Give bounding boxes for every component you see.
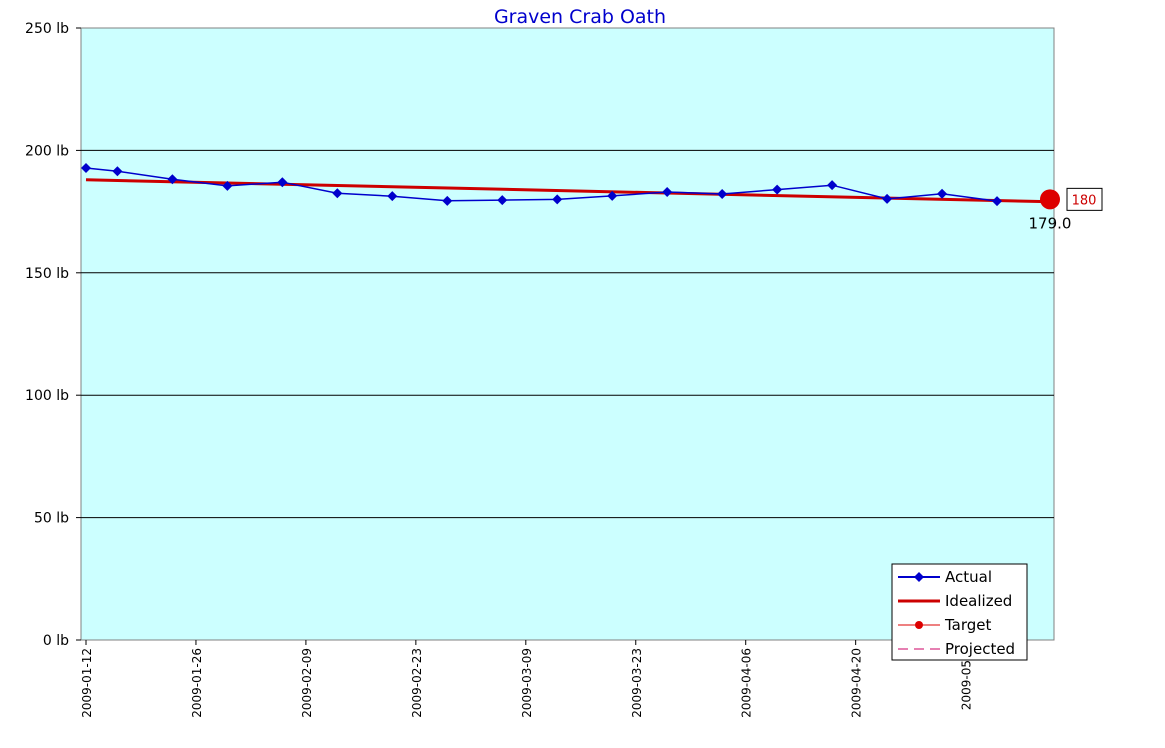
actual-point <box>937 188 948 199</box>
legend-target-marker <box>915 621 923 629</box>
y-tick-label: 100 lb <box>25 388 69 404</box>
actual-point <box>81 163 91 174</box>
actual-point <box>552 194 563 205</box>
plot-area <box>80 27 1055 641</box>
legend-idealized-label: Idealized <box>945 592 1012 610</box>
actual-point <box>992 196 1003 207</box>
actual-point <box>222 180 233 191</box>
x-tick-label: 2009-04-06 <box>740 648 754 718</box>
x-tick-label: 2009-04-20 <box>850 648 864 718</box>
chart-title: Graven Crab Oath <box>493 6 667 28</box>
legend <box>891 563 1028 661</box>
actual-point <box>387 191 398 202</box>
x-tick-label: 2009-01-12 <box>80 648 94 718</box>
target-label-box <box>1066 187 1103 211</box>
actual-point <box>277 177 288 188</box>
y-tick-label: 250 lb <box>25 21 69 37</box>
x-tick-label: 2009-05-0 <box>960 648 974 710</box>
last-value-label: 179.0 <box>1029 214 1072 232</box>
actual-point <box>167 174 178 185</box>
x-tick-label: 2009-02-23 <box>410 648 424 718</box>
actual-point <box>662 187 673 198</box>
y-tick-label: 50 lb <box>34 511 69 527</box>
actual-point <box>607 190 618 201</box>
actual-point <box>332 188 343 199</box>
target-label: 180 <box>1072 193 1097 208</box>
x-tick-label: 2009-01-26 <box>190 648 204 718</box>
legend-projected-label: Projected <box>945 640 1015 658</box>
actual-point <box>772 184 783 195</box>
target-point <box>1040 189 1060 210</box>
y-tick-label: 200 lb <box>25 143 69 159</box>
actual-point <box>442 195 453 206</box>
actual-point <box>112 166 123 177</box>
legend-actual-label: Actual <box>945 568 992 586</box>
legend-target-label: Target <box>944 616 992 634</box>
y-tick-label: 150 lb <box>25 266 69 282</box>
x-tick-label: 2009-03-23 <box>630 648 644 718</box>
actual-point <box>882 193 893 204</box>
y-tick-label: 0 lb <box>43 633 69 649</box>
x-tick-label: 2009-02-09 <box>300 648 314 718</box>
actual-line <box>85 167 998 202</box>
x-tick-label: 2009-03-09 <box>520 648 534 718</box>
actual-point <box>827 180 838 191</box>
actual-point <box>717 188 728 199</box>
legend-actual-marker <box>914 572 924 582</box>
actual-point <box>497 195 508 206</box>
